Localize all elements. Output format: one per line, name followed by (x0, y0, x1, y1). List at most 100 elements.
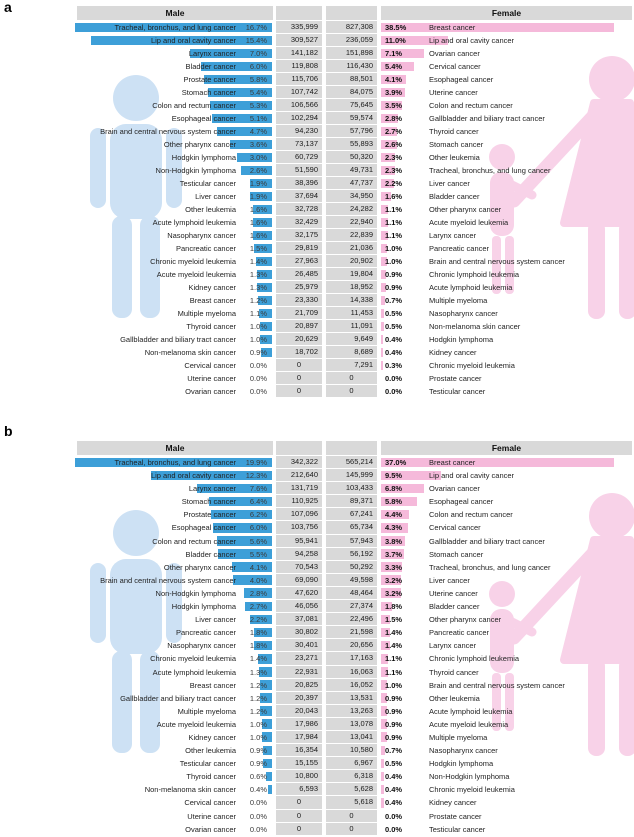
male-percent: 6.0% (249, 523, 267, 533)
female-bar-cell: 0.7% Nasopharynx cancer (381, 744, 634, 757)
female-bar-cell: 1.6% Bladder cancer (381, 190, 634, 203)
male-bar-cell: Kidney cancer 1.3% (20, 281, 272, 294)
female-count: 84,075 (326, 86, 377, 99)
male-bar-cell: Liver cancer 1.9% (20, 190, 272, 203)
male-count: 23,271 (276, 652, 322, 666)
female-bar (381, 230, 388, 240)
male-bar-cell: Other leukemia 0.9% (20, 744, 272, 757)
female-bar (381, 575, 402, 585)
table-row: Gallbladder and biliary tract cancer 1.2%… (20, 691, 634, 705)
male-bar-cell: Brain and central nervous system cancer 4… (20, 574, 272, 587)
male-percent: 2.2% (249, 615, 267, 625)
female-column-header: Female (381, 6, 632, 20)
female-bar (381, 719, 387, 729)
table-row: Breast cancer 1.2% 23,330 14,338 0.7% Multipl… (20, 294, 634, 307)
male-bar (262, 719, 272, 729)
female-cancer-label: Ovarian cancer (429, 484, 480, 494)
male-percent: 4.1% (249, 562, 267, 572)
male-bar-cell: Ovarian cancer 0.0% (20, 385, 272, 398)
male-bar (236, 152, 272, 162)
male-bar-cell: Lip and oral cavity cancer 15.4% (20, 34, 272, 47)
male-cancer-label: Testicular cancer (179, 179, 236, 188)
male-percent: 15.4% (245, 36, 267, 45)
male-cancer-label: Ovarian cancer (185, 824, 236, 834)
female-percent: 6.8% (385, 484, 403, 494)
male-bar (216, 536, 272, 546)
male-percent: 1.1% (249, 309, 267, 318)
female-cancer-label: Kidney cancer (429, 348, 477, 357)
female-cancer-label: Colon and rectum cancer (429, 510, 513, 520)
male-bar-cell: Hodgkin lymphoma 2.7% (20, 600, 272, 613)
male-count: 25,979 (276, 281, 322, 294)
female-percent: 0.5% (385, 322, 403, 331)
male-count: 20,825 (276, 678, 322, 692)
male-count: 110,925 (276, 495, 322, 509)
female-count: 11,091 (326, 320, 377, 333)
male-percent: 2.7% (249, 602, 267, 612)
table-row: Cervical cancer 0.0% 0 5,618 0.4% Kidney canc… (20, 796, 634, 810)
female-percent: 0.9% (385, 719, 403, 729)
female-count: 22,940 (326, 216, 377, 229)
male-cancer-label: Esophageal cancer (171, 523, 236, 533)
female-bar-cell: 3.3% Tracheal, bronchus, and lung cancer (381, 561, 634, 574)
female-bar (381, 217, 388, 227)
male-count: 73,137 (276, 138, 322, 151)
female-bar (381, 509, 409, 520)
male-percent: 1.3% (249, 283, 267, 292)
female-cancer-label: Breast cancer (429, 458, 476, 467)
male-bar (259, 667, 272, 677)
male-count: 107,742 (276, 86, 322, 99)
male-percent: 19.9% (245, 458, 267, 467)
male-cancer-label: Brain and central nervous system cancer (100, 575, 236, 585)
female-bar-cell: 4.3% Cervical cancer (381, 521, 634, 534)
male-percent: 0.0% (249, 824, 267, 834)
male-bar-cell: Testicular cancer 0.9% (20, 757, 272, 770)
female-bar-cell: 1.0% Pancreatic cancer (381, 242, 634, 255)
male-count: 18,702 (276, 346, 322, 359)
female-bar (381, 269, 387, 279)
female-percent: 3.7% (385, 549, 403, 559)
male-cancer-label: Uterine cancer (187, 811, 236, 821)
female-percent: 3.8% (385, 536, 403, 546)
female-bar-cell: 2.3% Tracheal, bronchus, and lung cancer (381, 164, 634, 177)
male-bar (189, 48, 272, 58)
female-bar-cell: 0.9% Other leukemia (381, 692, 634, 705)
male-cancer-label: Thyroid cancer (186, 772, 236, 782)
male-bar (75, 22, 272, 32)
female-percent: 9.5% (385, 471, 403, 481)
male-count: 60,729 (276, 151, 322, 164)
male-column-header: Male (77, 6, 273, 20)
male-count: 37,081 (276, 613, 322, 627)
female-percent: 1.5% (385, 615, 403, 625)
male-bar (260, 693, 272, 703)
female-count: 827,308 (326, 21, 377, 34)
male-bar-cell: Non-Hodgkin lymphoma 2.8% (20, 587, 272, 600)
male-percent: 1.2% (249, 296, 267, 305)
male-bar (263, 758, 272, 769)
male-percent: 1.5% (249, 244, 267, 253)
table-row: Cervical cancer 0.0% 0 7,291 0.3% Chronic mye… (20, 359, 634, 372)
female-bar (381, 732, 387, 743)
male-count: 37,694 (276, 190, 322, 203)
male-percent: 1.2% (249, 693, 267, 703)
female-cancer-label: Stomach cancer (429, 140, 484, 149)
female-cancer-label: Nasopharynx cancer (429, 746, 498, 756)
female-cancer-label: Acute lymphoid leukemia (429, 706, 513, 716)
female-percent: 5.8% (385, 497, 403, 507)
female-bar-cell: 4.1% Esophageal cancer (381, 73, 634, 86)
male-bar (90, 35, 272, 45)
male-bar-cell: Breast cancer 1.2% (20, 679, 272, 692)
female-cancer-label: Nasopharynx cancer (429, 309, 498, 318)
table-row: Chronic myeloid leukemia 1.4% 23,271 17,163… (20, 652, 634, 666)
rows: Tracheal, bronchus, and lung cancer 16.7%… (20, 21, 634, 398)
male-bar-cell: Nasopharynx cancer 1.6% (20, 229, 272, 242)
female-bar-cell: 0.5% Non-melanoma skin cancer (381, 320, 634, 333)
female-cancer-label: Esophageal cancer (429, 75, 494, 84)
male-cancer-label: Cervical cancer (184, 798, 236, 808)
male-percent: 6.2% (249, 510, 267, 520)
male-count-header-cell (276, 441, 322, 455)
male-percent: 0.9% (249, 746, 267, 756)
female-count-header-cell (326, 6, 377, 20)
male-percent: 2.8% (249, 588, 267, 598)
female-percent: 0.9% (385, 706, 403, 716)
